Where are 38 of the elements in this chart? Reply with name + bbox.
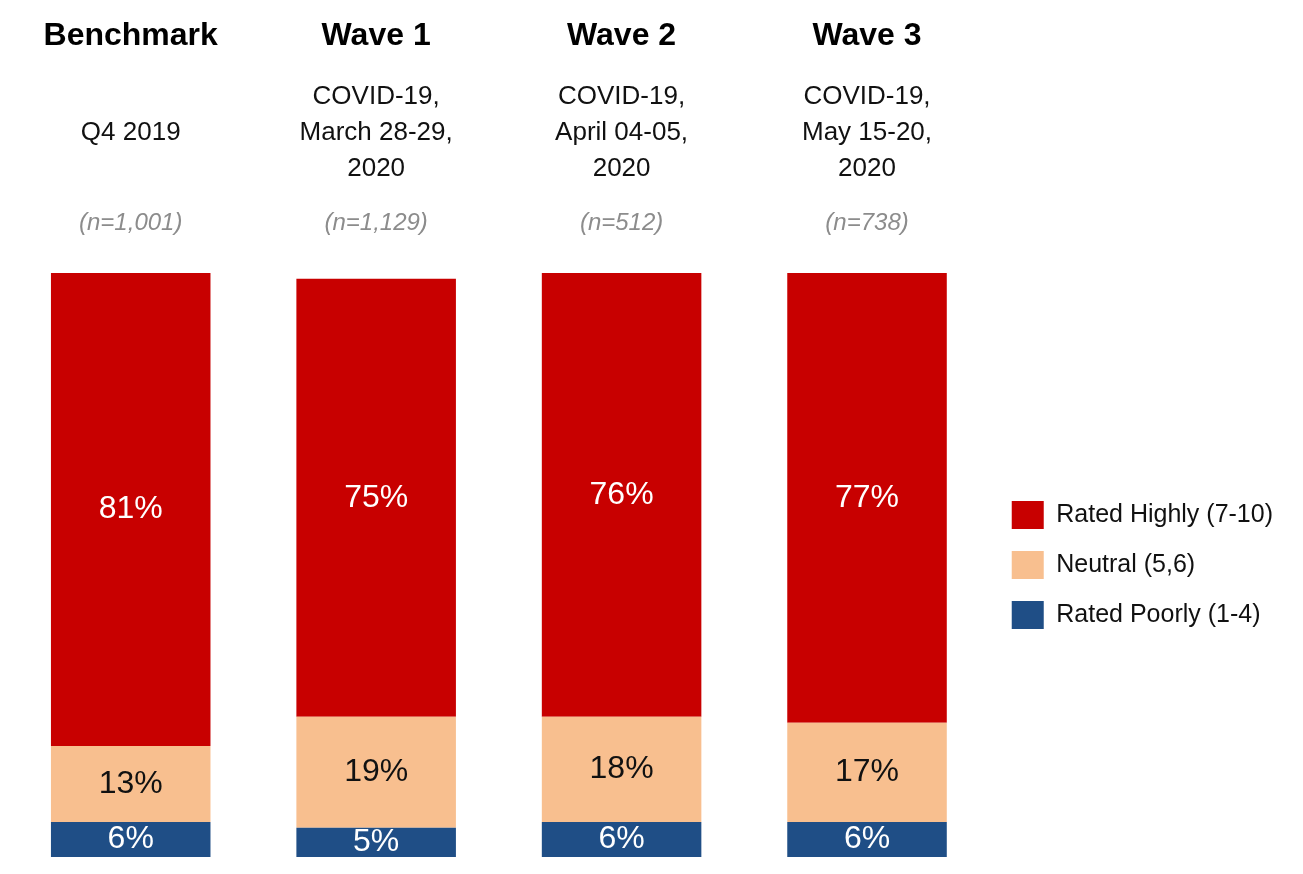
x-tick-label: Wave 2 (567, 15, 677, 52)
data-label: 77% (835, 477, 900, 514)
text: COVID-19, March 28-29, 2020 (299, 80, 453, 183)
legend-label: Rated Highly (7-10) (1056, 498, 1274, 527)
bar (787, 273, 947, 723)
legend-label: Neutral (5,6) (1056, 548, 1196, 577)
bar (50, 273, 211, 747)
bar (541, 716, 702, 822)
bar (787, 821, 947, 857)
text: (n=1,001) (79, 207, 183, 235)
text: (n=738) (825, 207, 909, 235)
text: Q4 2019 (80, 116, 181, 147)
bar (296, 278, 456, 717)
data-label: 5% (353, 822, 400, 859)
data-label: 81% (98, 489, 163, 526)
data-label: 19% (344, 752, 409, 789)
data-label: 76% (589, 474, 654, 511)
bar (787, 722, 947, 822)
data-label: 6% (843, 819, 891, 856)
bar (50, 821, 211, 857)
text: COVID-19, May 15-20, 2020 (801, 80, 933, 183)
legend-label: Rated Poorly (1-4) (1056, 598, 1261, 627)
bar (541, 821, 702, 857)
data-label: 17% (835, 752, 900, 789)
bar (541, 273, 702, 717)
data-label: 18% (589, 749, 654, 786)
text: (n=1,129) (324, 207, 428, 235)
text: COVID-19, April 04-05, 2020 (555, 80, 689, 183)
x-tick-label: Benchmark (43, 15, 219, 52)
bar (50, 746, 211, 822)
data-label: 6% (598, 819, 645, 856)
x-tick-label: Wave 1 (321, 15, 431, 52)
data-label: 75% (344, 477, 409, 514)
text: (n=512) (579, 207, 664, 235)
x-tick-label: Wave 3 (812, 15, 922, 52)
data-label: 13% (98, 763, 163, 800)
bar (296, 716, 456, 828)
data-label: 6% (107, 819, 154, 856)
